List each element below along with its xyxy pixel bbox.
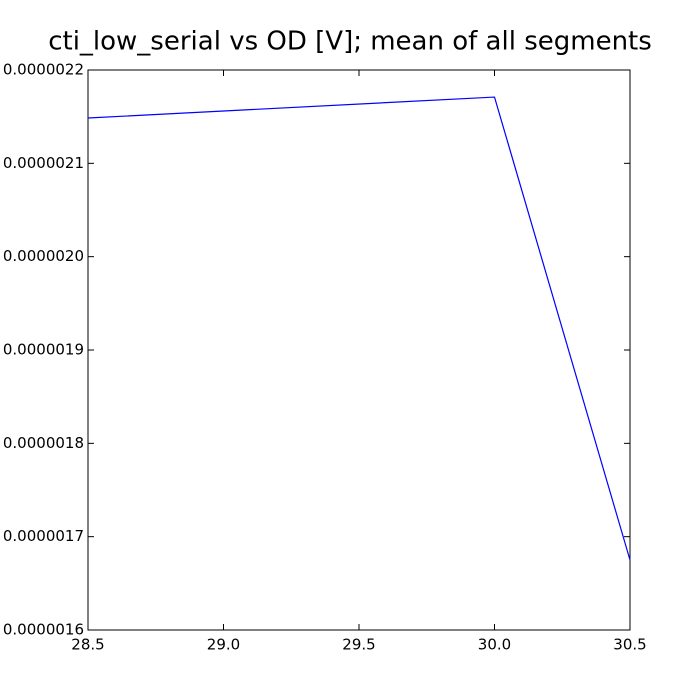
y-tick-label: 0.0000017 (3, 527, 84, 545)
x-tick-label: 30.0 (478, 636, 511, 654)
y-tick-label: 0.0000021 (3, 154, 84, 172)
x-tick-label: 30.5 (613, 636, 646, 654)
x-tick-label: 29.5 (342, 636, 375, 654)
plot-frame (87, 69, 631, 631)
chart-title: cti_low_serial vs OD [V]; mean of all se… (48, 27, 652, 57)
y-tick-label: 0.0000022 (3, 61, 84, 79)
y-tick-label: 0.0000019 (3, 341, 84, 359)
x-tick-label: 28.5 (71, 636, 104, 654)
line-series (87, 96, 631, 561)
y-tick-label: 0.0000018 (3, 434, 84, 452)
y-tick-label: 0.0000020 (3, 247, 84, 265)
y-tick-label: 0.0000016 (3, 621, 84, 639)
x-tick-label: 29.0 (207, 636, 240, 654)
